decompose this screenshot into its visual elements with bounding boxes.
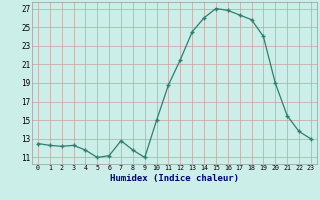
- X-axis label: Humidex (Indice chaleur): Humidex (Indice chaleur): [110, 174, 239, 183]
